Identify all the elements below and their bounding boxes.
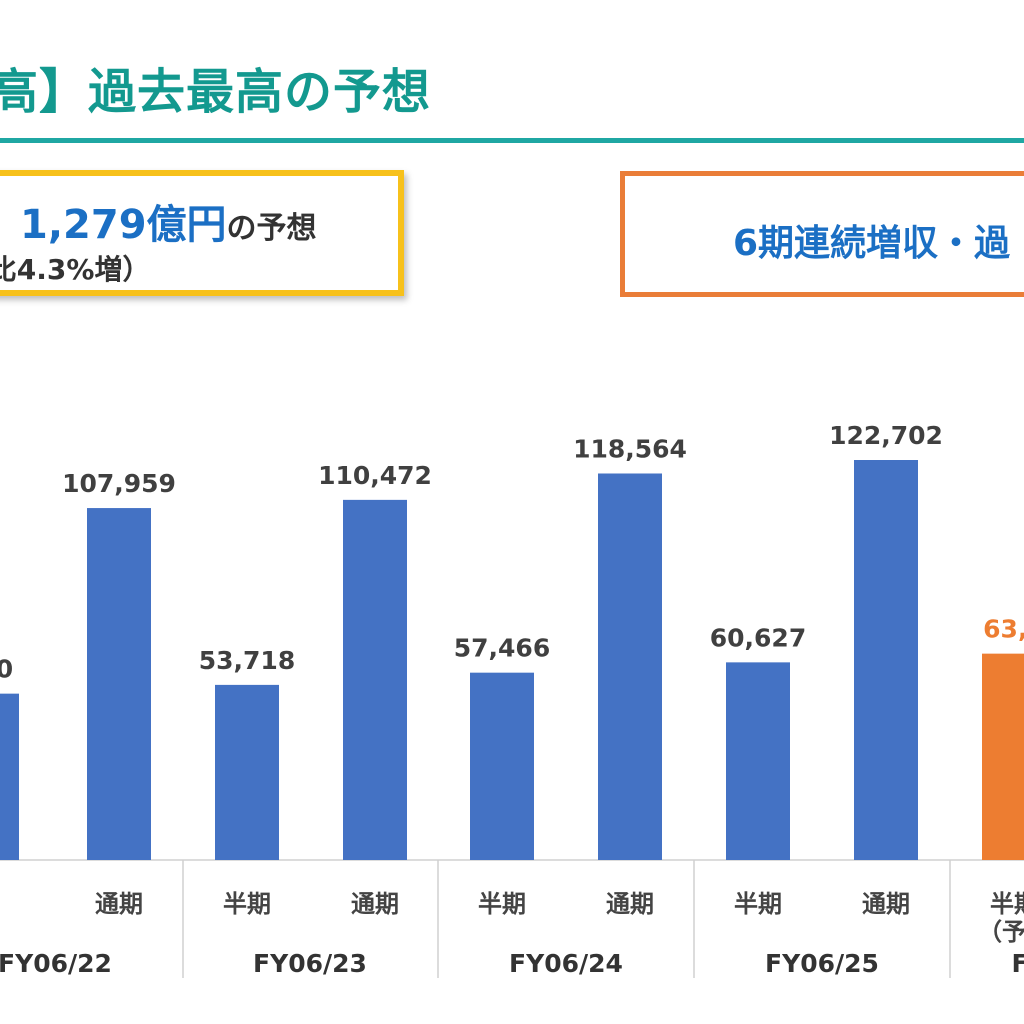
- bar: [87, 508, 151, 860]
- bar-value-label: 57,466: [454, 634, 550, 663]
- bar-value-label: 53,718: [199, 646, 295, 675]
- bar: [854, 460, 918, 860]
- bar: [726, 662, 790, 860]
- bar: [598, 473, 662, 860]
- bar: [982, 653, 1024, 860]
- category-label: 半期: [734, 890, 782, 918]
- bar-value-label: 030: [0, 655, 13, 684]
- forecast-summary-box: 1,279億円の予想 ]比4.3%増）: [0, 170, 404, 296]
- kpi-suffix: の予想: [226, 211, 317, 246]
- category-label: 半期: [223, 890, 271, 918]
- category-label: 通期: [95, 890, 143, 918]
- kpi-headline: 1,279億円の予想: [20, 192, 317, 250]
- category-label: 半期: [478, 890, 526, 918]
- category-label: 通期: [862, 890, 910, 918]
- group-label: F: [1011, 949, 1024, 978]
- bar: [215, 684, 279, 860]
- kpi-value: 1,279億円: [20, 202, 227, 248]
- bar-value-label: 60,627: [710, 623, 806, 652]
- bar: [0, 693, 19, 860]
- bar-value-label: 118,564: [573, 434, 687, 463]
- group-label: FY06/24: [509, 949, 623, 978]
- category-label: 半期: [990, 890, 1024, 918]
- kpi-growth-note: ]比4.3%増）: [0, 253, 151, 286]
- category-sublabel: （予想: [978, 918, 1024, 946]
- bar: [470, 672, 534, 860]
- bar-value-label: 107,959: [62, 469, 176, 498]
- title-underline: [0, 138, 1024, 143]
- highlight-box: 6期連続増収・過: [620, 171, 1024, 297]
- page-title: 高】過去最高の予想: [0, 64, 432, 120]
- bar-value-label: 122,702: [829, 421, 943, 450]
- bar-value-label: 63,3: [983, 615, 1024, 644]
- group-label: FY06/23: [253, 949, 367, 978]
- highlight-text: 6期連続増収・過: [733, 223, 1011, 264]
- bar: [343, 499, 407, 860]
- category-label: 通期: [351, 890, 399, 918]
- category-label: 通期: [606, 890, 654, 918]
- group-label: FY06/22: [0, 949, 112, 978]
- bar-value-label: 110,472: [318, 461, 432, 490]
- group-label: FY06/25: [765, 949, 879, 978]
